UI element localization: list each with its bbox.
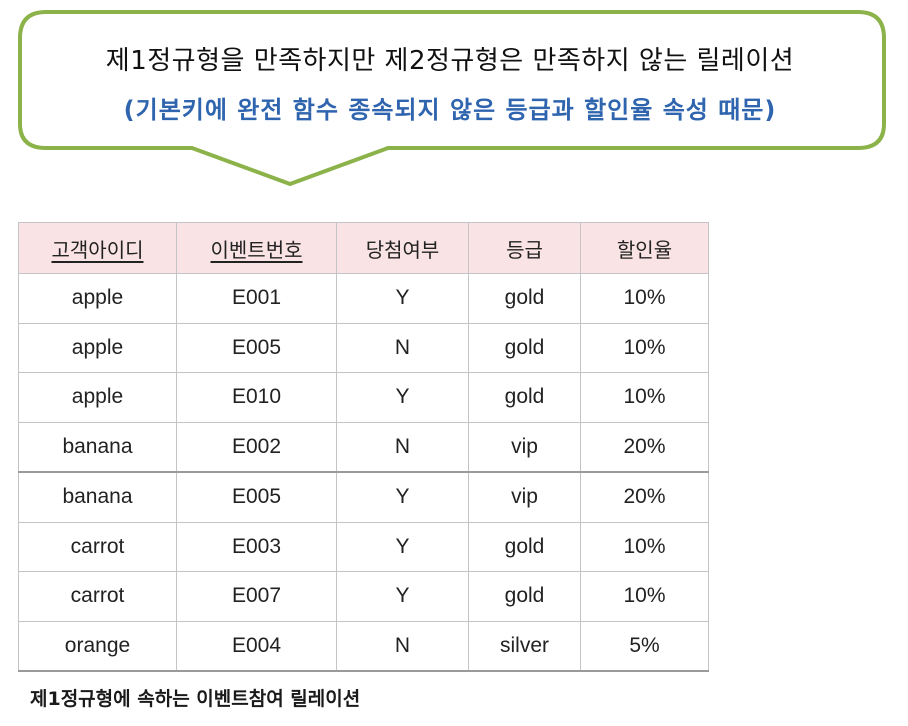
table-cell: N	[336, 322, 469, 373]
table-cell: carrot	[18, 571, 177, 622]
table-cell: Y	[336, 273, 469, 324]
column-header: 고객아이디	[18, 222, 177, 274]
table-cell: 20%	[580, 421, 709, 473]
table-caption: 제1정규형에 속하는 이벤트참여 릴레이션	[30, 688, 361, 710]
column-header: 할인율	[580, 222, 709, 274]
column-header-label: 이벤트번호	[210, 237, 303, 262]
column-header: 당첨여부	[336, 222, 469, 274]
callout-line2: (기본키에 완전 함수 종속되지 않은 등급과 할인율 속성 때문)	[123, 96, 777, 124]
table-cell: E007	[176, 571, 337, 622]
table-cell: E002	[176, 421, 337, 473]
callout-shape	[18, 10, 886, 186]
column-header-label: 할인율	[616, 237, 673, 262]
column-header-label: 고객아이디	[51, 237, 144, 262]
header-row: 고객아이디 이벤트번호 당첨여부 등급 할인율	[18, 222, 709, 274]
column-header: 등급	[468, 222, 581, 274]
table-cell: gold	[468, 273, 581, 324]
table-cell: vip	[468, 471, 581, 523]
table-cell: apple	[18, 372, 177, 423]
table-cell: E004	[176, 620, 337, 672]
table-cell: apple	[18, 322, 177, 373]
column-header-label: 당첨여부	[365, 237, 440, 262]
table-cell: carrot	[18, 521, 177, 572]
table-cell: 5%	[580, 620, 709, 672]
table-cell: orange	[18, 620, 177, 672]
table-cell: N	[336, 421, 469, 473]
table-cell: E010	[176, 372, 337, 423]
table-cell: 10%	[580, 521, 709, 572]
table-cell: Y	[336, 372, 469, 423]
table-cell: E003	[176, 521, 337, 572]
callout-bubble: 제1정규형을 만족하지만 제2정규형은 만족하지 않는 릴레이션 (기본키에 완…	[0, 0, 908, 190]
table-cell: banana	[18, 421, 177, 473]
table-cell: E001	[176, 273, 337, 324]
table-cell: 10%	[580, 322, 709, 373]
table-cell: Y	[336, 571, 469, 622]
table-cell: gold	[468, 372, 581, 423]
table-cell: 20%	[580, 471, 709, 523]
table-cell: gold	[468, 322, 581, 373]
callout-border	[18, 10, 886, 186]
table-cell: 10%	[580, 372, 709, 423]
table-cell: 10%	[580, 571, 709, 622]
table-cell: gold	[468, 571, 581, 622]
table-cell: gold	[468, 521, 581, 572]
table-cell: Y	[336, 471, 469, 523]
table-cell: banana	[18, 471, 177, 523]
table-cell: apple	[18, 273, 177, 324]
callout-line1: 제1정규형을 만족하지만 제2정규형은 만족하지 않는 릴레이션	[105, 46, 795, 76]
table-cell: E005	[176, 471, 337, 523]
table-cell: 10%	[580, 273, 709, 324]
table-cell: silver	[468, 620, 581, 672]
table-cell: N	[336, 620, 469, 672]
column-header: 이벤트번호	[176, 222, 337, 274]
table-cell: Y	[336, 521, 469, 572]
column-header-label: 등급	[506, 237, 543, 262]
table-cell: E005	[176, 322, 337, 373]
table-cell: vip	[468, 421, 581, 473]
